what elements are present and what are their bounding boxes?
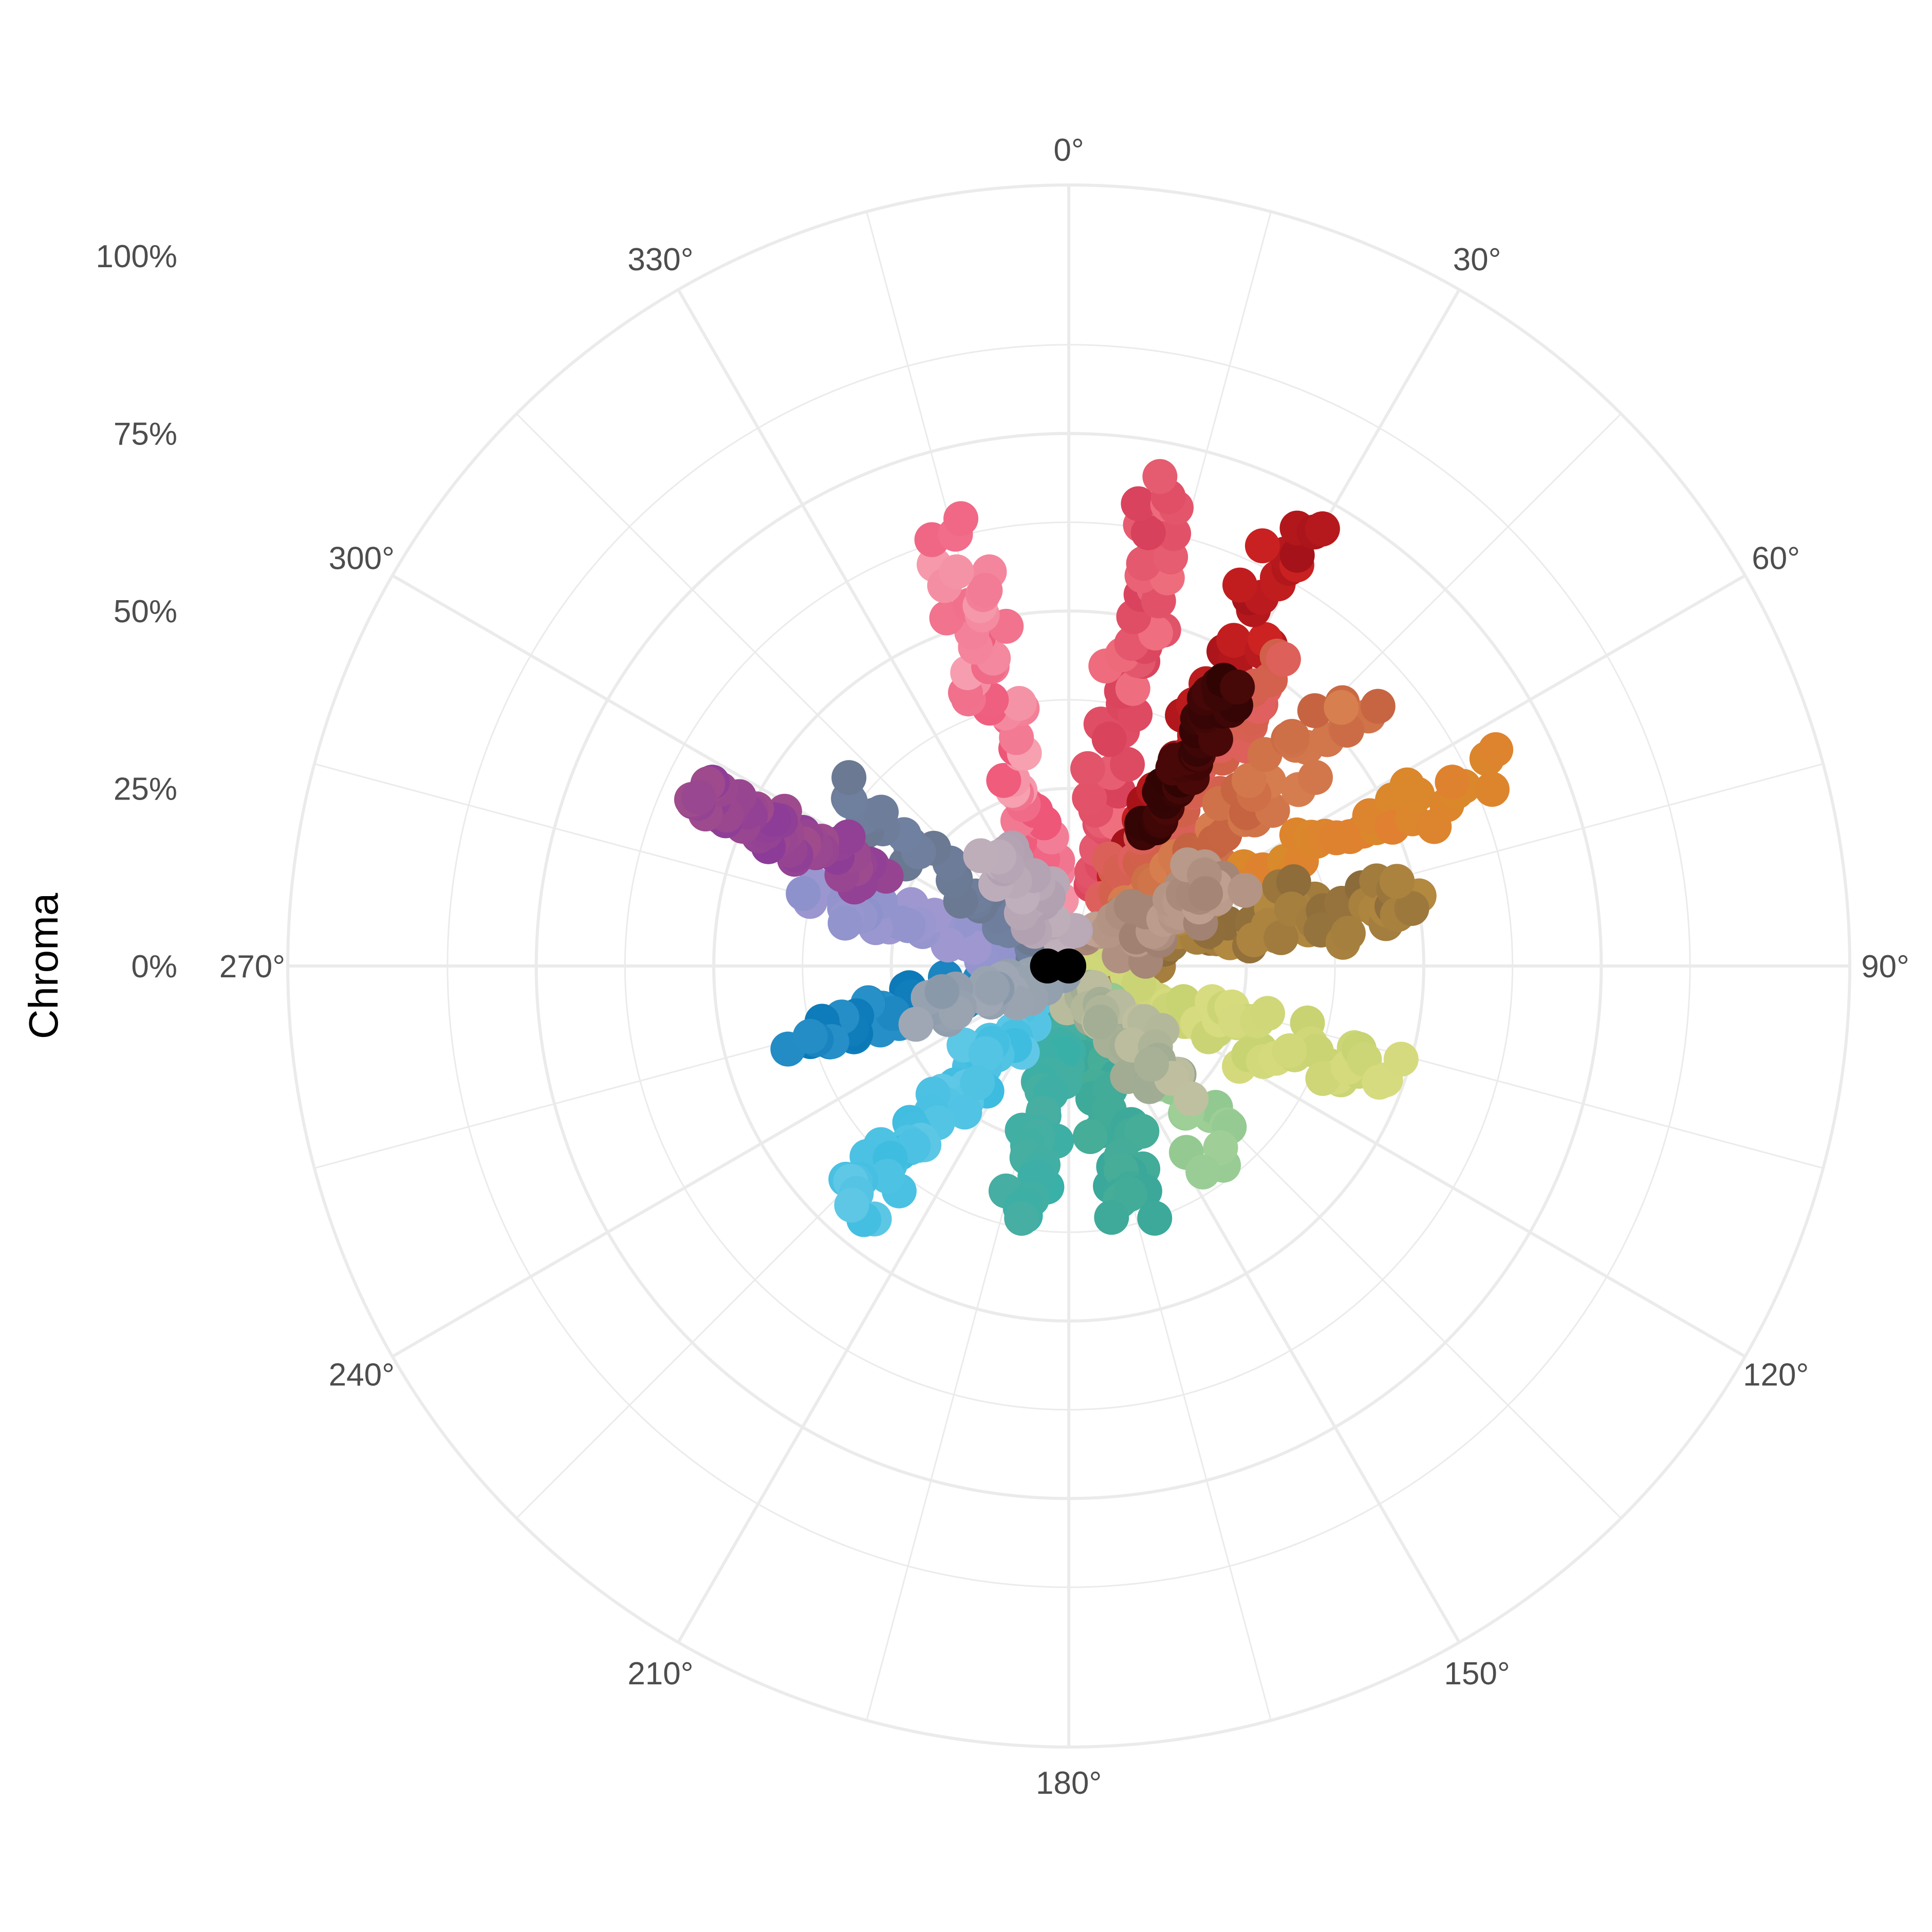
data-point — [1216, 623, 1252, 658]
data-point — [1121, 486, 1156, 522]
theta-tick-label: 150° — [1444, 1656, 1510, 1692]
radial-tick-label: 50% — [114, 594, 177, 629]
data-point — [963, 838, 998, 874]
grid-spoke — [516, 413, 1070, 967]
data-point — [1319, 820, 1354, 856]
data-point — [1379, 864, 1415, 899]
theta-tick-label: 240° — [329, 1358, 395, 1393]
data-point — [834, 1187, 869, 1223]
data-point — [1330, 916, 1366, 951]
data-point — [792, 1018, 828, 1054]
data-point — [1094, 1200, 1129, 1235]
data-point — [1004, 1201, 1039, 1236]
data-point — [1383, 1042, 1419, 1077]
data-point — [924, 974, 960, 1009]
data-point — [947, 1094, 982, 1130]
data-point — [1360, 689, 1396, 724]
data-point — [786, 876, 821, 911]
data-point — [1142, 459, 1178, 494]
data-point — [1110, 747, 1145, 782]
data-point — [1222, 567, 1257, 603]
data-point — [1274, 719, 1310, 754]
data-point — [1297, 693, 1332, 729]
theta-tick-label: 180° — [1036, 1766, 1102, 1801]
data-point — [957, 930, 992, 965]
data-point — [1362, 1065, 1397, 1100]
grid-spoke — [677, 965, 1070, 1643]
data-point — [831, 760, 867, 795]
data-point — [890, 908, 926, 943]
data-point — [1276, 864, 1311, 899]
data-point — [1394, 891, 1429, 926]
data-point — [1231, 763, 1267, 798]
theta-tick-label: 0° — [1053, 133, 1084, 168]
theta-tick-label: 120° — [1743, 1358, 1809, 1393]
radial-tick-label: 0% — [131, 949, 177, 984]
data-point — [1072, 780, 1107, 815]
data-point — [864, 794, 899, 830]
data-point — [898, 1007, 934, 1042]
data-point — [827, 905, 863, 941]
data-point — [974, 971, 1010, 1006]
data-point — [830, 819, 866, 854]
data-point — [1156, 516, 1192, 551]
data-point — [1264, 920, 1299, 955]
theta-tick-label: 330° — [627, 242, 693, 277]
data-point — [968, 572, 1003, 608]
data-point — [1400, 776, 1435, 812]
data-point — [1091, 721, 1127, 757]
data-point — [1478, 732, 1514, 768]
data-point — [1137, 1200, 1173, 1236]
data-point — [1266, 641, 1301, 677]
radial-tick-label: 100% — [96, 239, 177, 274]
data-point — [1250, 996, 1286, 1031]
data-point — [1030, 949, 1065, 983]
data-point — [869, 1159, 905, 1194]
theta-axis-labels: 0° 30° 60° 90° 120° 150° 180° 210° 240° 270° 300° 3… — [219, 133, 1909, 1801]
radial-axis-labels: 0% 25% 50% 75% 100% — [96, 239, 177, 984]
data-point — [1228, 872, 1263, 908]
data-point — [1188, 876, 1223, 912]
data-point — [1130, 515, 1166, 550]
theta-tick-label: 270° — [219, 949, 285, 984]
data-point — [1474, 772, 1510, 807]
radial-tick-label: 75% — [114, 417, 177, 452]
theta-tick-label: 210° — [627, 1656, 693, 1692]
data-point — [1185, 1154, 1221, 1190]
data-point — [1324, 690, 1359, 725]
data-point — [1435, 765, 1470, 800]
data-point — [939, 554, 974, 589]
data-point — [1298, 760, 1333, 795]
data-point — [1072, 1119, 1108, 1155]
data-point — [1001, 686, 1037, 721]
data-point — [1272, 1033, 1307, 1069]
data-point — [943, 501, 979, 536]
data-point — [960, 1065, 995, 1100]
data-point — [1244, 528, 1280, 564]
data-point — [1174, 1081, 1209, 1117]
radial-tick-label: 25% — [114, 772, 177, 807]
data-point — [1134, 1047, 1169, 1082]
data-point — [1203, 1130, 1238, 1165]
theta-tick-label: 60° — [1752, 541, 1800, 576]
data-point — [681, 779, 716, 815]
theta-tick-label: 90° — [1861, 949, 1909, 984]
theta-tick-label: 300° — [329, 541, 395, 576]
data-point — [1220, 670, 1255, 705]
data-points — [674, 459, 1514, 1237]
data-point — [986, 763, 1021, 798]
data-point — [1070, 751, 1105, 786]
data-point — [968, 1036, 1004, 1071]
data-point — [1305, 511, 1340, 547]
y-axis-title: Chroma — [21, 893, 66, 1039]
data-point — [1124, 1113, 1160, 1149]
data-point — [1126, 546, 1161, 581]
data-point — [1115, 671, 1150, 706]
data-point — [1083, 1004, 1118, 1039]
theta-tick-label: 30° — [1453, 242, 1501, 277]
